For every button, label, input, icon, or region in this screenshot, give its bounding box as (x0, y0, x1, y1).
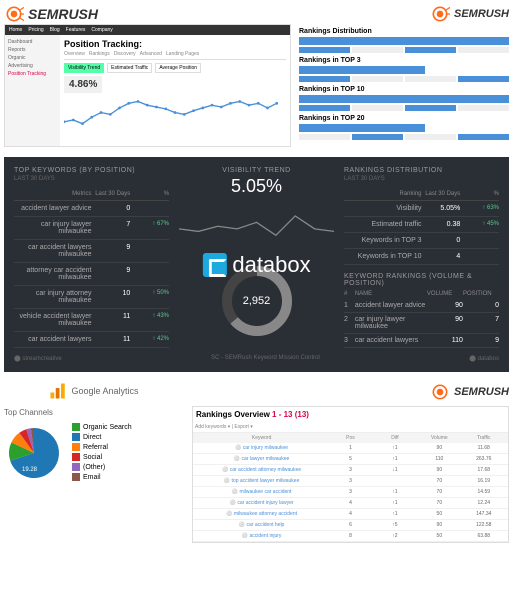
semrush-logo: SEMRUSH (192, 382, 509, 402)
section-subtitle: LAST 30 DAYS (344, 176, 499, 182)
section-title: Rankings in TOP 3 (299, 57, 509, 64)
table-row: Visibility5.05%↑ 63% (344, 201, 499, 217)
table-row: car injury attorney milwaukee10↑ 50% (14, 286, 169, 309)
table-row: 1accident lawyer advice900 (344, 299, 499, 313)
legend-item: Social (72, 453, 132, 461)
table-row: car injury lawyer milwaukee7↑ 67% (14, 217, 169, 240)
table-row[interactable]: ⚪ car injury milwaukee1↑19011.68 (193, 443, 508, 454)
section-subtitle: LAST 30 DAYS (14, 176, 169, 182)
table-row: vehicle accident lawyer milwaukee11↑ 43% (14, 309, 169, 332)
sidebar-item[interactable]: Advertising (8, 62, 57, 70)
tab[interactable]: Overview (64, 51, 85, 57)
tab[interactable]: Discovery (114, 51, 136, 57)
google-analytics-section: Google Analytics Top Channels 19.28 Orga… (4, 382, 184, 483)
dist-bar (299, 95, 509, 103)
legend-item: Referral (72, 443, 132, 451)
table-row[interactable]: ⚪ milwaukee car accident3↑17014.59 (193, 487, 508, 498)
section-title: Rankings in TOP 20 (299, 115, 509, 122)
tab-row: Overview Rankings Discovery Advanced Lan… (64, 51, 286, 60)
nav-item[interactable]: Blog (50, 27, 60, 33)
svg-text:19.28: 19.28 (22, 467, 38, 473)
tab[interactable]: Rankings (89, 51, 110, 57)
page-title: Position Tracking: (64, 39, 286, 49)
section-title: RANKINGS DISTRIBUTION (344, 167, 499, 174)
rankings-distribution-panel: Rankings Distribution Rankings in TOP 3 … (299, 28, 509, 140)
legend-item: (Other) (72, 463, 132, 471)
section-title: TOP KEYWORDS (BY POSITION) (14, 167, 169, 174)
top-nav: Home Pricing Blog Features Company (5, 25, 290, 35)
nav-item[interactable]: Pricing (28, 27, 43, 33)
section-title: Top Channels (4, 408, 184, 417)
table-row: attorney car accident milwaukee9 (14, 263, 169, 286)
table-row: Estimated traffic0.38↑ 45% (344, 217, 499, 233)
table-row: 2car injury lawyer milwaukee907 (344, 313, 499, 334)
semrush-logo: SEMRUSH (299, 4, 509, 24)
dist-bar (299, 66, 425, 74)
dist-bar (299, 37, 509, 45)
legend: Organic Search Direct Referral Social (Other… (72, 423, 132, 483)
legend-item: Direct (72, 433, 132, 441)
visibility-value: 5.05% (179, 176, 334, 197)
sidebar-item[interactable]: Position Tracking (8, 70, 57, 78)
dashboard-footer: ⬤ streamcreative SC - SEMRush Keyword Mi… (14, 355, 499, 362)
table-row: accident lawyer advice0 (14, 201, 169, 217)
table-row[interactable]: ⚪ milwaukee attorney accident4↑150147.34 (193, 509, 508, 520)
sidebar-item[interactable]: Dashboard (8, 38, 57, 46)
rankings-overview-panel: Rankings Overview 1 - 13 (13) Add keywor… (192, 406, 509, 543)
sidebar-item[interactable]: Organic (8, 54, 57, 62)
semrush-logo: SEMRUSH (4, 4, 291, 24)
table-row[interactable]: ⚪ car accident injury lawyer4↑17012.24 (193, 498, 508, 509)
table-header: MetricsLast 30 Days% (14, 188, 169, 201)
table-row: car accident lawyers11↑ 42% (14, 332, 169, 348)
table-row: Keywords in TOP 30 (344, 233, 499, 249)
position-tracking-panel: Home Pricing Blog Features Company Dashb… (4, 24, 291, 147)
sparkline (179, 203, 334, 253)
dist-bar (299, 124, 425, 132)
section-title: KEYWORD RANKINGS (VOLUME & POSITION) (344, 273, 499, 287)
section-title: Rankings in TOP 10 (299, 86, 509, 93)
table-row[interactable]: ⚪ car accident attorney milwaukee3↓19017… (193, 465, 508, 476)
visibility-metric: 4.86% (64, 76, 102, 93)
table-row: Keywords in TOP 104 (344, 249, 499, 265)
subtab[interactable]: Average Position (155, 63, 201, 73)
table-row[interactable]: ⚪ car accident help6↑590122.58 (193, 520, 508, 531)
tab[interactable]: Advanced (140, 51, 162, 57)
pie-chart: 19.28 (4, 423, 64, 483)
databox-icon (202, 253, 226, 277)
subtab[interactable]: Visibility Trend (64, 63, 104, 73)
sidebar: Dashboard Reports Organic Advertising Po… (5, 35, 60, 146)
table-row[interactable]: ⚪ top accident lawyer milwaukee37016.19 (193, 476, 508, 487)
table-row: car accident lawyers milwaukee9 (14, 240, 169, 263)
legend-item: Organic Search (72, 423, 132, 431)
section-title: Rankings Distribution (299, 28, 509, 35)
donut-value: 2,952 (243, 295, 271, 307)
toolbar: Add keywords ▾ | Export ▾ (193, 422, 508, 433)
nav-item[interactable]: Company (91, 27, 112, 33)
table-header: RankingLast 30 Days% (344, 188, 499, 201)
panel-title: Rankings Overview 1 - 13 (13) (193, 407, 508, 422)
subtab[interactable]: Estimated Traffic (107, 63, 152, 73)
table-header: KeywordPosDiffVolumeTraffic (193, 433, 508, 443)
legend-item: Email (72, 473, 132, 481)
databox-logo: databox (202, 252, 310, 278)
databox-dashboard: databox TOP KEYWORDS (BY POSITION) LAST … (4, 157, 509, 372)
table-header: #NAMEVOLUMEPOSITION (344, 289, 499, 299)
nav-item[interactable]: Home (9, 27, 22, 33)
table-row[interactable]: ⚪ car lawyer milwaukee5↑1110263.76 (193, 454, 508, 465)
table-row: 3car accident lawyers1109 (344, 334, 499, 348)
sidebar-item[interactable]: Reports (8, 46, 57, 54)
visibility-chart (64, 97, 286, 142)
tab[interactable]: Landing Pages (166, 51, 199, 57)
ga-logo: Google Analytics (4, 382, 184, 400)
nav-item[interactable]: Features (66, 27, 86, 33)
section-title: VISIBILITY TREND (179, 167, 334, 174)
table-row[interactable]: ⚪ accident injury8↑25063.88 (193, 531, 508, 542)
